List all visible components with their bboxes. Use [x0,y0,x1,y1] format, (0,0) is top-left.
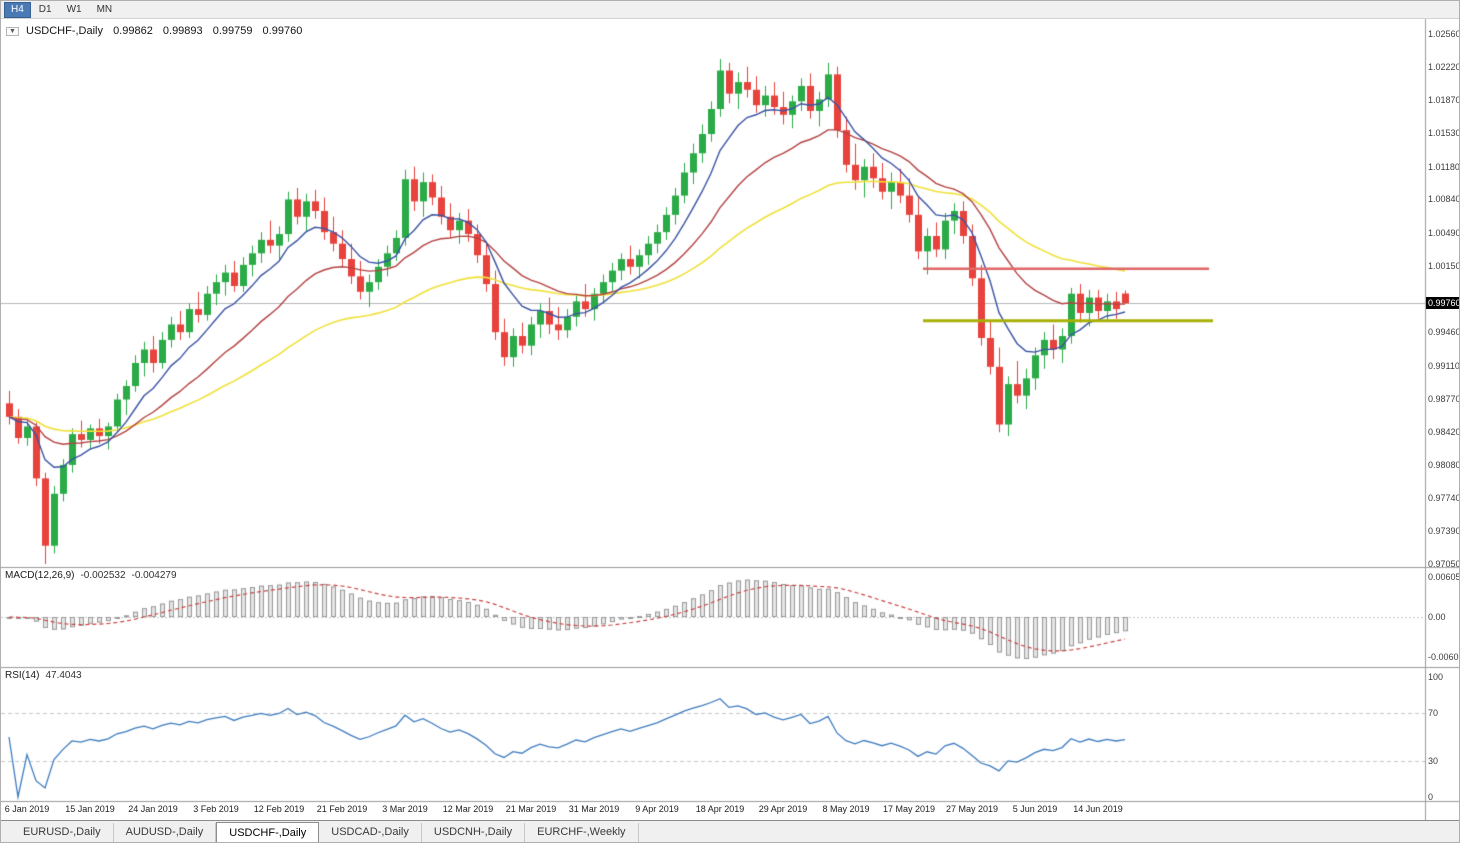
timeframe-button-w1[interactable]: W1 [66,3,82,15]
macd-signal-value: -0.004279 [131,570,177,581]
chart-symbol-title: USDCHF-,Daily [26,25,103,37]
timeframe-button-d1[interactable]: D1 [38,3,52,15]
tab-usdcnh-daily[interactable]: USDCNH-,Daily [422,823,526,842]
ohlc-close: 0.99760 [262,25,303,37]
timeframe-toolbar: H4 D1 W1 MN [1,1,1459,19]
ohlc-open: 0.99862 [113,25,153,37]
macd-main-value: -0.002532 [80,570,126,581]
tab-usdchf-daily[interactable]: USDCHF-,Daily [216,822,320,842]
tab-usdcad-daily[interactable]: USDCAD-,Daily [319,823,422,842]
tab-eurusd-daily[interactable]: EURUSD-,Daily [11,823,114,842]
timeframe-button-mn[interactable]: MN [96,3,113,15]
current-price-badge: 0.99760 [1426,297,1460,309]
rsi-value: 47.4043 [45,670,82,681]
chart-tab-bar: EURUSD-,Daily AUDUSD-,Daily USDCHF-,Dail… [1,820,1459,842]
chart-header: ▼ USDCHF-,Daily 0.99862 0.99893 0.99759 … [6,25,302,37]
rsi-indicator-label: RSI(14) 47.4043 [5,670,82,681]
tab-audusd-daily[interactable]: AUDUSD-,Daily [114,823,217,842]
ohlc-high: 0.99893 [162,25,203,37]
tab-eurchf-weekly[interactable]: EURCHF-,Weekly [525,823,639,842]
ohlc-low: 0.99759 [212,25,253,37]
macd-indicator-label: MACD(12,26,9) -0.002532 -0.004279 [5,570,177,581]
timeframe-button-h4[interactable]: H4 [4,1,31,18]
symbol-dropdown-icon[interactable]: ▼ [6,27,19,36]
